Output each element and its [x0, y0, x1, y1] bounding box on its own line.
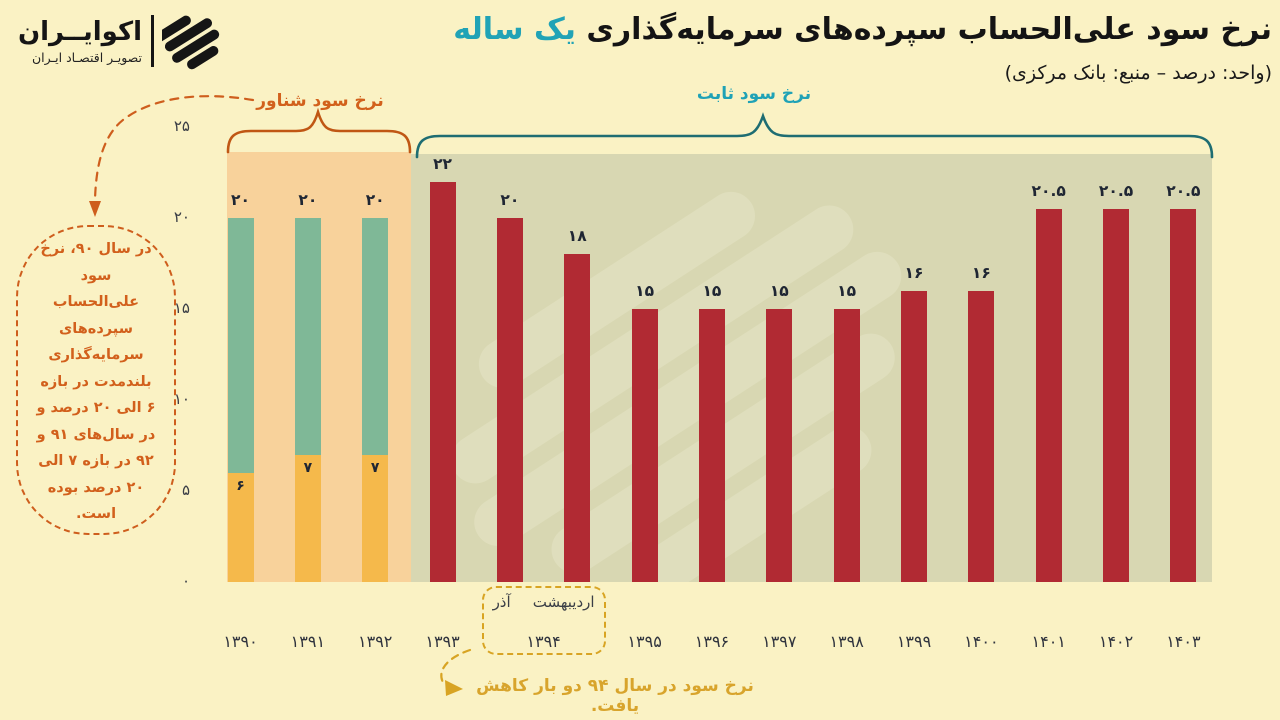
month-label-early: اردیبهشت [532, 593, 595, 611]
footnote-connector-curve [440, 648, 472, 686]
floating-rate-region [227, 152, 411, 582]
brand-lockup: اکوایــران تصویـر اقتصـاد ایـران [14, 10, 224, 72]
x-tick-label: ۱۳۹۶ [694, 632, 730, 651]
page-title-accent: یک ساله [453, 12, 576, 47]
y-tick-label: ۲۰ [173, 208, 190, 226]
fixed-rate-label: نرخ سود ثابت [696, 84, 812, 104]
fixed-rate-region [411, 154, 1212, 582]
bubble-connector-arrowhead [89, 201, 101, 217]
footnote-text: نرخ سود در سال ۹۴ دو بار کاهش یافت. [476, 676, 754, 716]
x-tick-label: ۱۴۰۳ [1166, 632, 1201, 651]
x-tick-label: ۱۳۹۷ [762, 632, 797, 651]
unit-source-note: (واحد: درصد – منبع: بانک مرکزی) [1004, 62, 1272, 84]
x-tick-label: ۱۴۰۰ [964, 632, 999, 651]
annotation-bubble: در سال ۹۰، نرخ سود علی‌الحساب سپرده‌های … [16, 225, 176, 535]
x-tick-label: ۱۳۹۰ [223, 632, 258, 651]
x-tick-label: ۱۳۹۳ [425, 632, 460, 651]
x-tick-label: ۱۳۹۵ [627, 632, 662, 651]
ecoiran-logo-icon [161, 15, 219, 70]
x-tick-label: ۱۴۰۱ [1031, 632, 1066, 651]
rate-cut-months-box: اردیبهشت آذر [481, 586, 606, 655]
fixed-rate-brace [415, 112, 1214, 159]
x-tick-label: ۱۳۹۱ [290, 632, 326, 651]
floating-rate-brace [226, 107, 412, 154]
annotation-bubble-text: در سال ۹۰، نرخ سود علی‌الحساب سپرده‌های … [36, 241, 156, 522]
rate-cut-months-row: اردیبهشت آذر [484, 588, 604, 611]
y-tick-label: ۲۵ [173, 117, 190, 135]
x-tick-label: ۱۴۰۲ [1098, 632, 1134, 651]
y-tick-label: ۰ [181, 572, 190, 590]
month-label-late: آذر [492, 593, 511, 611]
x-tick-label: ۱۳۹۹ [896, 632, 932, 651]
x-tick-label: ۱۳۹۲ [358, 632, 393, 651]
floating-rate-label: نرخ سود شناور [256, 91, 384, 111]
brand-tagline: تصویـر اقتصـاد ایـران [31, 50, 142, 65]
watermark-logo [451, 191, 902, 582]
x-tick-label: ۱۳۹۸ [829, 632, 864, 651]
footnote-connector-arrowhead [445, 680, 463, 696]
brand-wordmark: اکوایــران [17, 17, 142, 47]
page-title: نرخ سود علی‌الحساب سپرده‌های سرمایه‌گذار… [453, 12, 1272, 47]
brand-divider [151, 15, 154, 67]
brand-text: اکوایــران تصویـر اقتصـاد ایـران [14, 17, 142, 65]
page-title-main: نرخ سود علی‌الحساب سپرده‌های سرمایه‌گذار… [586, 12, 1272, 47]
